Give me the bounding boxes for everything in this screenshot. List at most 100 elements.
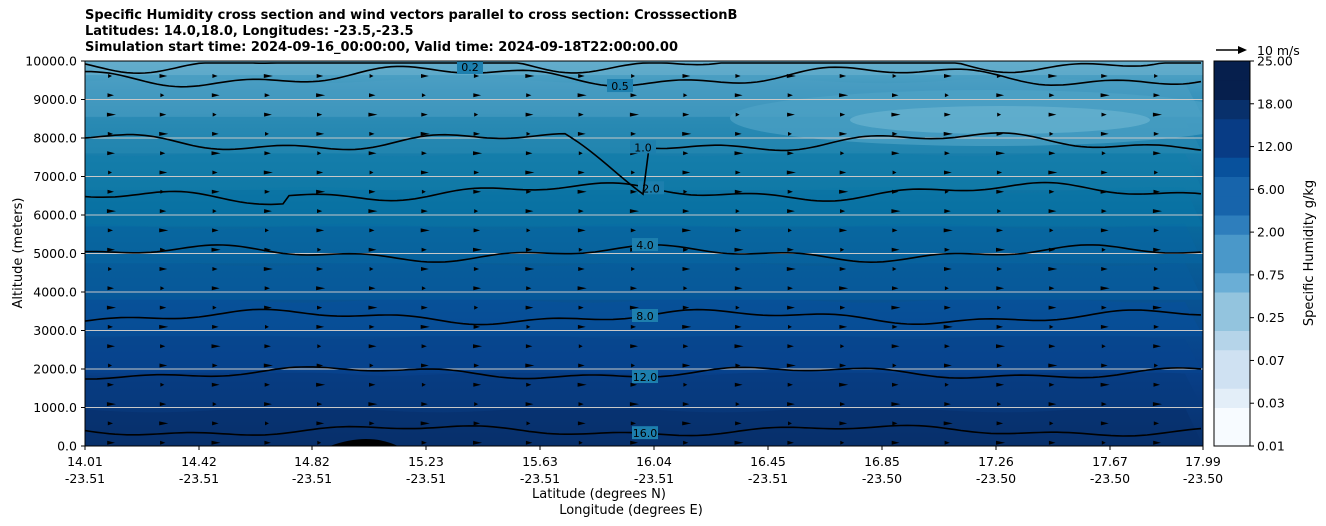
wind-vector xyxy=(473,267,480,271)
wind-vectors xyxy=(106,74,1214,445)
wind-vector xyxy=(577,189,587,194)
wind-vector xyxy=(316,74,324,78)
colorbar-swatch xyxy=(1214,118,1250,139)
wind-vector xyxy=(892,286,899,291)
wind-vector xyxy=(1206,248,1211,252)
colorbar-tick-label: 0.25 xyxy=(1257,310,1285,325)
wind-vector xyxy=(578,209,584,214)
wind-vector xyxy=(682,112,690,117)
gridlines xyxy=(85,99,1203,408)
x-tick-lat: 16.85 xyxy=(864,454,900,469)
wind-vector xyxy=(316,382,326,387)
contour-label-bg xyxy=(607,79,633,93)
wind-vector xyxy=(263,170,273,175)
colorbar: 0.01 0.03 0.07 0.25 0.75 2.00 6.00 12.00 18.00 25… xyxy=(1213,54,1293,454)
wind-vector xyxy=(682,421,692,426)
wind-vector xyxy=(1100,421,1109,426)
wind-vector xyxy=(106,402,116,407)
wind-vector xyxy=(943,228,953,233)
wind-vector xyxy=(212,363,218,368)
contour-label-bg xyxy=(457,61,483,74)
wind-vector xyxy=(1048,74,1058,78)
wind-vector xyxy=(735,402,740,407)
wind-vector xyxy=(212,324,219,329)
y-tick-label: 3000.0 xyxy=(33,323,77,338)
x-tick-lat: 15.23 xyxy=(408,454,444,469)
wind-vector xyxy=(577,228,586,233)
wind-vector xyxy=(212,170,218,175)
x-tick-lon: -23.51 xyxy=(179,471,219,486)
wind-vector xyxy=(734,344,744,349)
wind-vector xyxy=(840,209,846,214)
wind-vector xyxy=(996,286,1005,291)
wind-vector xyxy=(1101,112,1107,117)
wind-vector xyxy=(839,189,849,194)
wind-vector xyxy=(107,421,113,426)
wind-vector xyxy=(787,440,794,445)
wind-vector xyxy=(788,324,792,329)
x-tick-lat: 17.99 xyxy=(1185,454,1221,469)
wind-vector xyxy=(473,228,481,233)
wind-vector xyxy=(840,344,845,349)
x-tick-lon: -23.51 xyxy=(748,471,788,486)
wind-vector xyxy=(525,209,534,214)
wind-vector xyxy=(474,402,479,407)
wind-vector xyxy=(212,267,218,271)
wind-vector xyxy=(265,228,269,233)
wind-vector xyxy=(1101,247,1106,252)
wind-vector xyxy=(1101,440,1106,445)
wind-vector xyxy=(682,228,692,233)
wind-vector xyxy=(996,382,1005,387)
x-tick-lat: 14.42 xyxy=(181,454,217,469)
wind-vector xyxy=(996,421,1004,426)
wind-vector xyxy=(996,151,1006,156)
wind-vector xyxy=(683,247,689,252)
wind-vector xyxy=(1049,421,1054,426)
wind-vector xyxy=(682,305,690,310)
wind-vector xyxy=(264,382,270,387)
wind-vector xyxy=(1153,382,1160,387)
wind-vector xyxy=(1100,228,1109,233)
wind-vector xyxy=(369,228,375,233)
colorbar-swatch xyxy=(1214,349,1250,370)
wind-vector xyxy=(944,267,952,271)
wind-vector xyxy=(892,363,897,368)
wind-vector xyxy=(891,209,901,214)
wind-vector xyxy=(578,344,583,349)
wind-vector xyxy=(892,267,897,271)
wind-vector xyxy=(1101,344,1106,349)
x-tick-lat: 14.01 xyxy=(67,454,103,469)
wind-vector xyxy=(734,382,743,387)
wind-vector xyxy=(1048,267,1058,271)
colorbar-tick-label: 6.00 xyxy=(1257,182,1285,197)
wind-vector xyxy=(577,324,586,329)
wind-vector xyxy=(1205,132,1214,136)
x-tick-lon: -23.50 xyxy=(862,471,902,486)
wind-vector xyxy=(1153,421,1159,426)
wind-vector xyxy=(421,151,427,156)
wind-vector xyxy=(996,267,1003,271)
contour-0.2 xyxy=(85,62,1201,75)
wind-vector xyxy=(1206,113,1213,117)
wind-vector xyxy=(682,131,692,136)
colorbar-tick-label: 18.00 xyxy=(1257,96,1293,111)
wind-vector xyxy=(525,267,535,271)
wind-vector xyxy=(421,209,428,214)
wind-vector xyxy=(1048,440,1056,445)
wind-vector xyxy=(629,112,639,117)
wind-vector xyxy=(839,228,848,233)
wind-vector xyxy=(211,344,221,349)
wind-vector xyxy=(787,402,795,407)
y-tick-label: 8000.0 xyxy=(33,131,77,146)
wind-vector xyxy=(316,286,326,291)
wind-vector xyxy=(421,305,428,310)
wind-vector xyxy=(683,382,688,387)
wind-vector xyxy=(735,267,741,271)
wind-vector xyxy=(1205,421,1214,425)
wind-vector xyxy=(316,228,325,233)
wind-vector xyxy=(263,363,273,368)
wind-vector xyxy=(891,402,901,407)
wind-vector xyxy=(578,363,585,368)
wind-vector xyxy=(212,228,219,233)
wind-vector xyxy=(264,305,272,310)
